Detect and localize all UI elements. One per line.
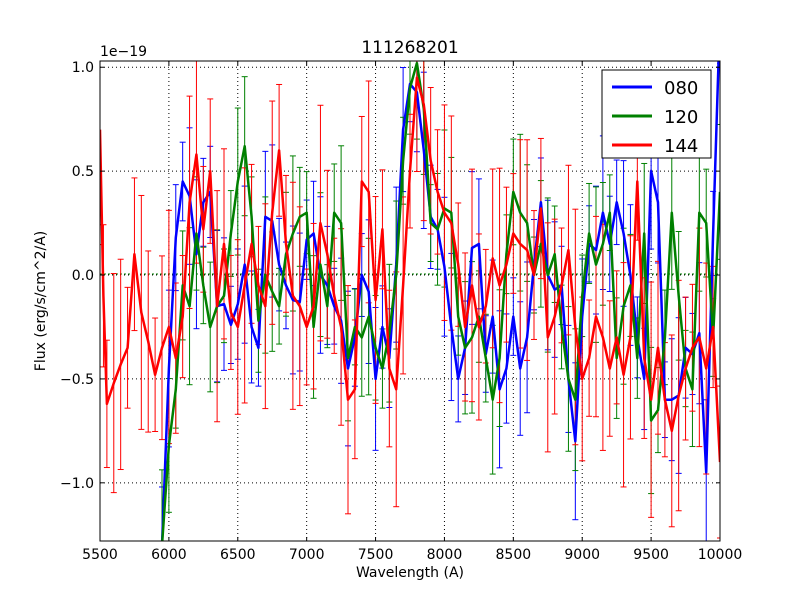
x-tick-label: 6500 — [220, 547, 256, 563]
x-axis-ticks: 5500 6000 6500 7000 7500 8000 8500 9000 9500 1000… — [82, 61, 742, 563]
x-tick-label: 7000 — [289, 547, 325, 563]
y-axis-label: Flux (erg/s/cm^2/A) — [33, 231, 49, 371]
x-tick-label: 10000 — [698, 547, 743, 563]
y-tick-label: 1.0 — [72, 60, 94, 76]
y-tick-label: 0.5 — [72, 164, 94, 180]
series-line-144 — [100, 76, 720, 463]
series-lines — [100, 61, 720, 541]
x-tick-label: 9500 — [633, 547, 669, 563]
x-tick-label: 8500 — [496, 547, 532, 563]
legend-label-144: 144 — [664, 136, 698, 157]
x-tick-label: 6000 — [151, 547, 187, 563]
y-tick-label: 0.0 — [72, 268, 94, 284]
plot-frame — [99, 60, 721, 542]
x-tick-label: 5500 — [82, 547, 118, 563]
x-axis-label: Wavelength (A) — [356, 565, 464, 581]
legend-label-120: 120 — [664, 107, 698, 128]
legend-box — [601, 69, 712, 159]
y-offset-text: 1e−19 — [100, 44, 147, 60]
y-axis-ticks: −1.0 −0.5 0.0 0.5 1.0 — [60, 60, 720, 492]
x-tick-label: 7500 — [358, 547, 394, 563]
chart-title: 111268201 — [361, 38, 458, 58]
legend: 080 120 144 — [601, 69, 712, 159]
series-line-080 — [160, 61, 720, 541]
legend-label-080: 080 — [664, 78, 698, 99]
y-tick-label: −0.5 — [60, 372, 94, 388]
x-tick-label: 9000 — [564, 547, 600, 563]
x-tick-label: 8000 — [427, 547, 463, 563]
y-tick-label: −1.0 — [60, 476, 94, 492]
